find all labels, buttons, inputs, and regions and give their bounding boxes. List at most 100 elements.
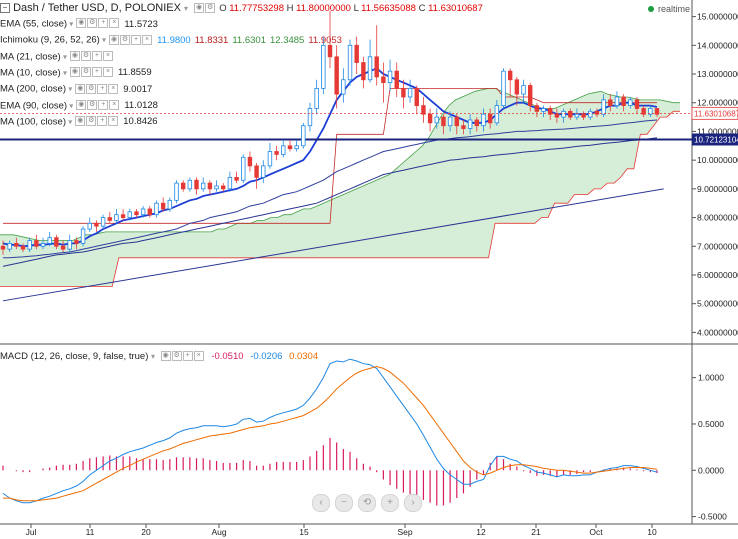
candle-body bbox=[467, 119, 473, 129]
indicator-label[interactable]: Ichimoku (9, 26, 52, 26) bbox=[0, 34, 100, 46]
eye-icon[interactable]: ◉ bbox=[76, 18, 87, 29]
candle-body bbox=[401, 87, 406, 98]
eye-icon[interactable]: ◉ bbox=[75, 83, 86, 94]
candle-body bbox=[501, 70, 506, 107]
add-icon[interactable]: + bbox=[97, 83, 108, 94]
candle-body bbox=[154, 202, 159, 216]
eye-icon[interactable]: ◉ bbox=[69, 51, 80, 62]
close-icon[interactable]: × bbox=[109, 18, 120, 29]
candle-body bbox=[140, 208, 146, 216]
nav-back-button[interactable]: ‹ bbox=[312, 494, 330, 512]
indicator-legend-row[interactable]: MA (10, close) ▾ ◉ ⚙ + × 11.8559 bbox=[0, 67, 152, 80]
signal-line bbox=[3, 365, 658, 502]
reset-button[interactable]: ⟲ bbox=[358, 494, 376, 512]
zoom-in-button[interactable]: + bbox=[381, 494, 399, 512]
candle-body bbox=[447, 116, 453, 127]
close-icon[interactable]: × bbox=[193, 351, 204, 362]
add-icon[interactable]: + bbox=[98, 99, 109, 110]
zoom-out-button[interactable]: − bbox=[335, 494, 353, 512]
dropdown-icon[interactable]: ▾ bbox=[66, 84, 73, 94]
add-icon[interactable]: + bbox=[182, 351, 193, 362]
indicator-icon-group: ◉ ⚙ + × bbox=[69, 51, 114, 63]
macd-label[interactable]: MACD (12, 26, close, 9, false, true) bbox=[0, 351, 149, 363]
close-icon[interactable]: × bbox=[102, 51, 113, 62]
settings-icon[interactable]: ⚙ bbox=[120, 34, 131, 45]
settings-icon[interactable]: ⚙ bbox=[80, 51, 91, 62]
candle-body bbox=[40, 242, 46, 247]
add-icon[interactable]: + bbox=[97, 116, 108, 127]
candle-body bbox=[554, 113, 560, 118]
macd-value: -0.0510 bbox=[211, 351, 244, 363]
settings-icon[interactable]: ⚙ bbox=[205, 3, 216, 14]
indicator-legend-row[interactable]: MA (21, close) ▾ ◉ ⚙ + × bbox=[0, 51, 114, 64]
symbol-title[interactable]: Dash / Tether USD, D, POLONIEX bbox=[13, 2, 181, 14]
dropdown-icon[interactable]: ▾ bbox=[184, 4, 189, 13]
add-icon[interactable]: + bbox=[91, 51, 102, 62]
dropdown-icon[interactable]: ▾ bbox=[151, 352, 156, 362]
close-icon[interactable]: × bbox=[142, 34, 153, 45]
indicator-label[interactable]: MA (100, close) bbox=[0, 116, 66, 128]
eye-icon[interactable]: ◉ bbox=[75, 116, 86, 127]
candle-body bbox=[594, 110, 600, 115]
time-tick-label: Oct bbox=[589, 527, 603, 537]
settings-icon[interactable]: ⚙ bbox=[86, 83, 97, 94]
candle-body bbox=[114, 214, 119, 221]
price-tick-label: 14.00000000 bbox=[697, 40, 738, 50]
close-icon[interactable]: × bbox=[109, 99, 120, 110]
close-icon[interactable]: × bbox=[108, 83, 119, 94]
candle-body bbox=[334, 56, 339, 95]
indicator-value: 11.0128 bbox=[124, 100, 158, 112]
settings-icon[interactable]: ⚙ bbox=[80, 67, 91, 78]
high-value: 11.80000000 bbox=[296, 3, 351, 14]
eye-icon[interactable]: ◉ bbox=[109, 34, 120, 45]
dropdown-icon[interactable]: ▾ bbox=[60, 52, 67, 62]
eye-icon[interactable]: ◉ bbox=[160, 351, 171, 362]
time-tick-label: 20 bbox=[141, 527, 151, 537]
indicator-label[interactable]: MA (21, close) bbox=[0, 51, 61, 63]
indicator-legend-row[interactable]: Ichimoku (9, 26, 52, 26) ▾ ◉ ⚙ + × 11.9800 11.… bbox=[0, 34, 342, 47]
eye-icon[interactable]: ◉ bbox=[194, 3, 205, 14]
indicator-label[interactable]: EMA (55, close) bbox=[0, 18, 68, 30]
open-key: O bbox=[219, 3, 227, 14]
dropdown-icon[interactable]: ▾ bbox=[67, 101, 74, 111]
candle-body bbox=[254, 165, 259, 178]
indicator-label[interactable]: MA (200, close) bbox=[0, 83, 66, 95]
close-icon[interactable]: × bbox=[108, 116, 119, 127]
candle-body bbox=[160, 202, 166, 210]
close-icon[interactable]: × bbox=[102, 67, 113, 78]
indicator-label[interactable]: MA (10, close) bbox=[0, 67, 61, 79]
dropdown-icon[interactable]: ▾ bbox=[67, 19, 74, 29]
price-tick-label: 13.00000000 bbox=[697, 69, 738, 79]
settings-icon[interactable]: ⚙ bbox=[87, 99, 98, 110]
add-icon[interactable]: + bbox=[91, 67, 102, 78]
settings-icon[interactable]: ⚙ bbox=[171, 351, 182, 362]
nav-forward-button[interactable]: › bbox=[404, 494, 422, 512]
candle-body bbox=[74, 240, 79, 244]
dropdown-icon[interactable]: ▾ bbox=[66, 117, 73, 127]
dropdown-icon[interactable]: ▾ bbox=[60, 68, 67, 78]
settings-icon[interactable]: ⚙ bbox=[87, 18, 98, 29]
dropdown-icon[interactable]: ▾ bbox=[99, 35, 107, 45]
settings-icon[interactable]: ⚙ bbox=[86, 116, 97, 127]
collapse-icon[interactable]: − bbox=[0, 3, 10, 14]
candle-body bbox=[541, 108, 546, 112]
eye-icon[interactable]: ◉ bbox=[69, 67, 80, 78]
macd-signal-value: -0.0206 bbox=[250, 351, 283, 363]
kijun-line bbox=[3, 88, 657, 224]
indicator-legend-row[interactable]: EMA (55, close) ▾ ◉ ⚙ + × 11.5723 bbox=[0, 18, 158, 31]
candle-body bbox=[381, 76, 386, 84]
indicator-legend-row[interactable]: MA (200, close) ▾ ◉ ⚙ + × 9.0017 bbox=[0, 83, 152, 96]
eye-icon[interactable]: ◉ bbox=[76, 99, 87, 110]
realtime-status: realtime bbox=[647, 4, 690, 14]
high-key: H bbox=[286, 3, 294, 14]
candle-body bbox=[60, 245, 66, 250]
add-icon[interactable]: + bbox=[131, 34, 142, 45]
live-dot-icon bbox=[647, 6, 654, 12]
add-icon[interactable]: + bbox=[98, 18, 109, 29]
indicator-value: 10.8426 bbox=[123, 116, 158, 128]
indicator-icon-group: ◉ ⚙ + × bbox=[75, 116, 119, 128]
indicator-label[interactable]: EMA (90, close) bbox=[0, 100, 68, 112]
indicator-legend-row[interactable]: EMA (90, close) ▾ ◉ ⚙ + × 11.0128 bbox=[0, 99, 158, 113]
indicator-legend-row[interactable]: MA (100, close) ▾ ◉ ⚙ + × 10.8426 bbox=[0, 116, 158, 129]
